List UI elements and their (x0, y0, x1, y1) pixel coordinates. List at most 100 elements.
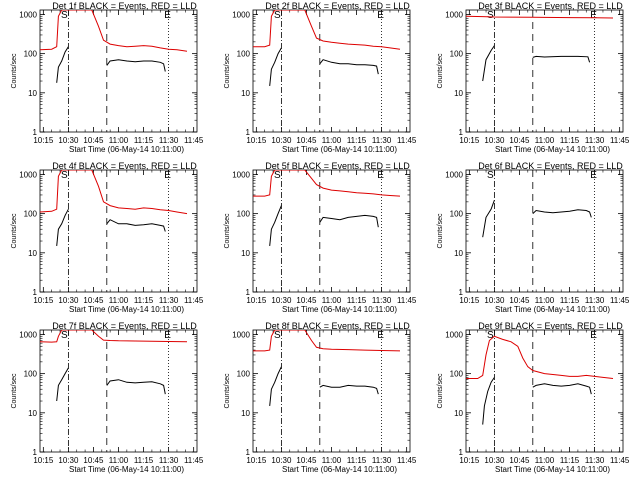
event-rate-line-seg2 (532, 55, 591, 63)
x-tick-label: 11:00 (535, 136, 555, 145)
panel-title: Det 6f BLACK = Events, RED = LLD (478, 161, 623, 171)
detector-panel-5: Det 5f BLACK = Events, RED = LLD 1 10 100 10… (224, 161, 417, 314)
y-axis-label: Counts/sec (11, 213, 18, 249)
x-tick-label: 11:00 (109, 136, 129, 145)
x-tick-label: 10:45 (83, 296, 104, 305)
y-tick-label: 1 (246, 128, 251, 137)
end-marker-label: E (164, 170, 171, 181)
y-tick-label: 10 (28, 409, 37, 418)
x-tick-label: 10:15 (246, 456, 267, 465)
panel-title: Det 2f BLACK = Events, RED = LLD (265, 1, 410, 11)
start-marker-label: S (61, 170, 68, 181)
panel-title: Det 3f BLACK = Events, RED = LLD (478, 1, 623, 11)
y-tick-label: 1000 (19, 10, 37, 19)
panel-title: Det 7f BLACK = Events, RED = LLD (52, 321, 197, 331)
x-tick-label: 11:00 (535, 456, 555, 465)
event-rate-line-seg1 (269, 205, 282, 246)
x-tick-label: 10:15 (33, 456, 54, 465)
lld-rate-line (40, 170, 188, 215)
x-tick-label: 11:00 (535, 296, 555, 305)
event-rate-line-seg1 (482, 200, 495, 238)
x-tick-label: 10:15 (246, 136, 267, 145)
x-tick-label: 10:30 (58, 296, 79, 305)
y-axis-label: Counts/sec (224, 53, 231, 89)
detector-panel-6: Det 6f BLACK = Events, RED = LLD 1 10 100 10… (437, 161, 630, 314)
event-rate-line-seg2 (106, 59, 166, 72)
panel-title: Det 1f BLACK = Events, RED = LLD (52, 1, 197, 11)
x-tick-label: 11:15 (347, 136, 367, 145)
start-marker-label: S (487, 10, 494, 21)
y-tick-label: 1000 (19, 170, 37, 179)
y-axis-label: Counts/sec (437, 53, 444, 89)
x-tick-label: 11:45 (610, 456, 630, 465)
x-tick-label: 10:15 (33, 136, 54, 145)
detector-panel-7: Det 7f BLACK = Events, RED = LLD 1 10 100 10… (11, 321, 204, 474)
y-tick-label: 1 (459, 288, 464, 297)
x-axis-label: Start Time (06-May-14 10:11:00) (282, 465, 397, 474)
x-tick-label: 10:30 (271, 136, 292, 145)
x-tick-label: 10:30 (271, 296, 292, 305)
x-tick-label: 10:30 (271, 456, 292, 465)
y-tick-label: 100 (237, 370, 251, 379)
x-tick-label: 11:45 (184, 296, 204, 305)
start-marker-label: S (487, 330, 494, 341)
event-rate-line-seg1 (56, 46, 69, 83)
event-rate-line-seg2 (106, 219, 166, 232)
y-tick-label: 1 (246, 448, 251, 457)
x-tick-label: 11:15 (347, 296, 367, 305)
event-rate-line-seg2 (319, 384, 379, 395)
x-tick-label: 11:15 (560, 456, 580, 465)
plot-frame (39, 329, 198, 453)
detector-panel-9: Det 9f BLACK = Events, RED = LLD 1 10 100 10… (437, 321, 630, 474)
x-tick-label: 11:15 (560, 296, 580, 305)
x-tick-label: 10:15 (459, 296, 480, 305)
x-tick-label: 11:45 (397, 296, 417, 305)
panel-title: Det 4f BLACK = Events, RED = LLD (52, 161, 197, 171)
event-rate-line-seg1 (56, 367, 69, 402)
end-marker-label: E (164, 330, 171, 341)
panel-title: Det 5f BLACK = Events, RED = LLD (265, 161, 410, 171)
end-marker-label: E (164, 10, 171, 21)
y-tick-label: 1000 (232, 10, 250, 19)
y-tick-label: 10 (241, 409, 250, 418)
y-tick-label: 1 (33, 128, 38, 137)
x-tick-label: 11:30 (159, 296, 179, 305)
y-tick-label: 1000 (232, 170, 250, 179)
end-marker-label: E (377, 330, 384, 341)
end-marker-label: E (377, 10, 384, 21)
y-tick-label: 1000 (232, 330, 250, 339)
y-tick-label: 1 (33, 448, 38, 457)
y-tick-label: 100 (450, 50, 464, 59)
plot-frame (39, 9, 198, 133)
x-axis-label: Start Time (06-May-14 10:11:00) (282, 305, 397, 314)
y-tick-label: 1000 (445, 10, 463, 19)
x-tick-label: 10:45 (296, 456, 317, 465)
x-tick-label: 10:15 (459, 456, 480, 465)
event-rate-line-seg2 (319, 214, 379, 228)
y-tick-label: 100 (237, 210, 251, 219)
lld-rate-line (466, 335, 614, 379)
y-tick-label: 10 (241, 89, 250, 98)
event-rate-line-seg1 (482, 45, 495, 82)
event-rate-line-seg2 (106, 379, 166, 395)
detector-panel-4: Det 4f BLACK = Events, RED = LLD 1 10 100 10… (11, 161, 204, 314)
y-tick-label: 100 (24, 210, 38, 219)
x-tick-label: 10:45 (509, 296, 530, 305)
x-tick-label: 11:15 (134, 296, 154, 305)
start-marker-label: S (274, 170, 281, 181)
x-tick-label: 10:30 (484, 136, 505, 145)
x-tick-label: 10:30 (58, 136, 79, 145)
start-marker-label: S (274, 10, 281, 21)
x-tick-label: 11:30 (159, 456, 179, 465)
x-tick-label: 11:45 (610, 136, 630, 145)
y-tick-label: 10 (28, 249, 37, 258)
y-axis-label: Counts/sec (437, 213, 444, 249)
end-marker-label: E (590, 170, 597, 181)
plot-frame (252, 329, 411, 453)
x-tick-label: 11:00 (109, 456, 129, 465)
x-tick-label: 11:45 (184, 456, 204, 465)
y-tick-label: 100 (24, 370, 38, 379)
x-tick-label: 10:45 (509, 136, 530, 145)
x-tick-label: 11:15 (134, 136, 154, 145)
